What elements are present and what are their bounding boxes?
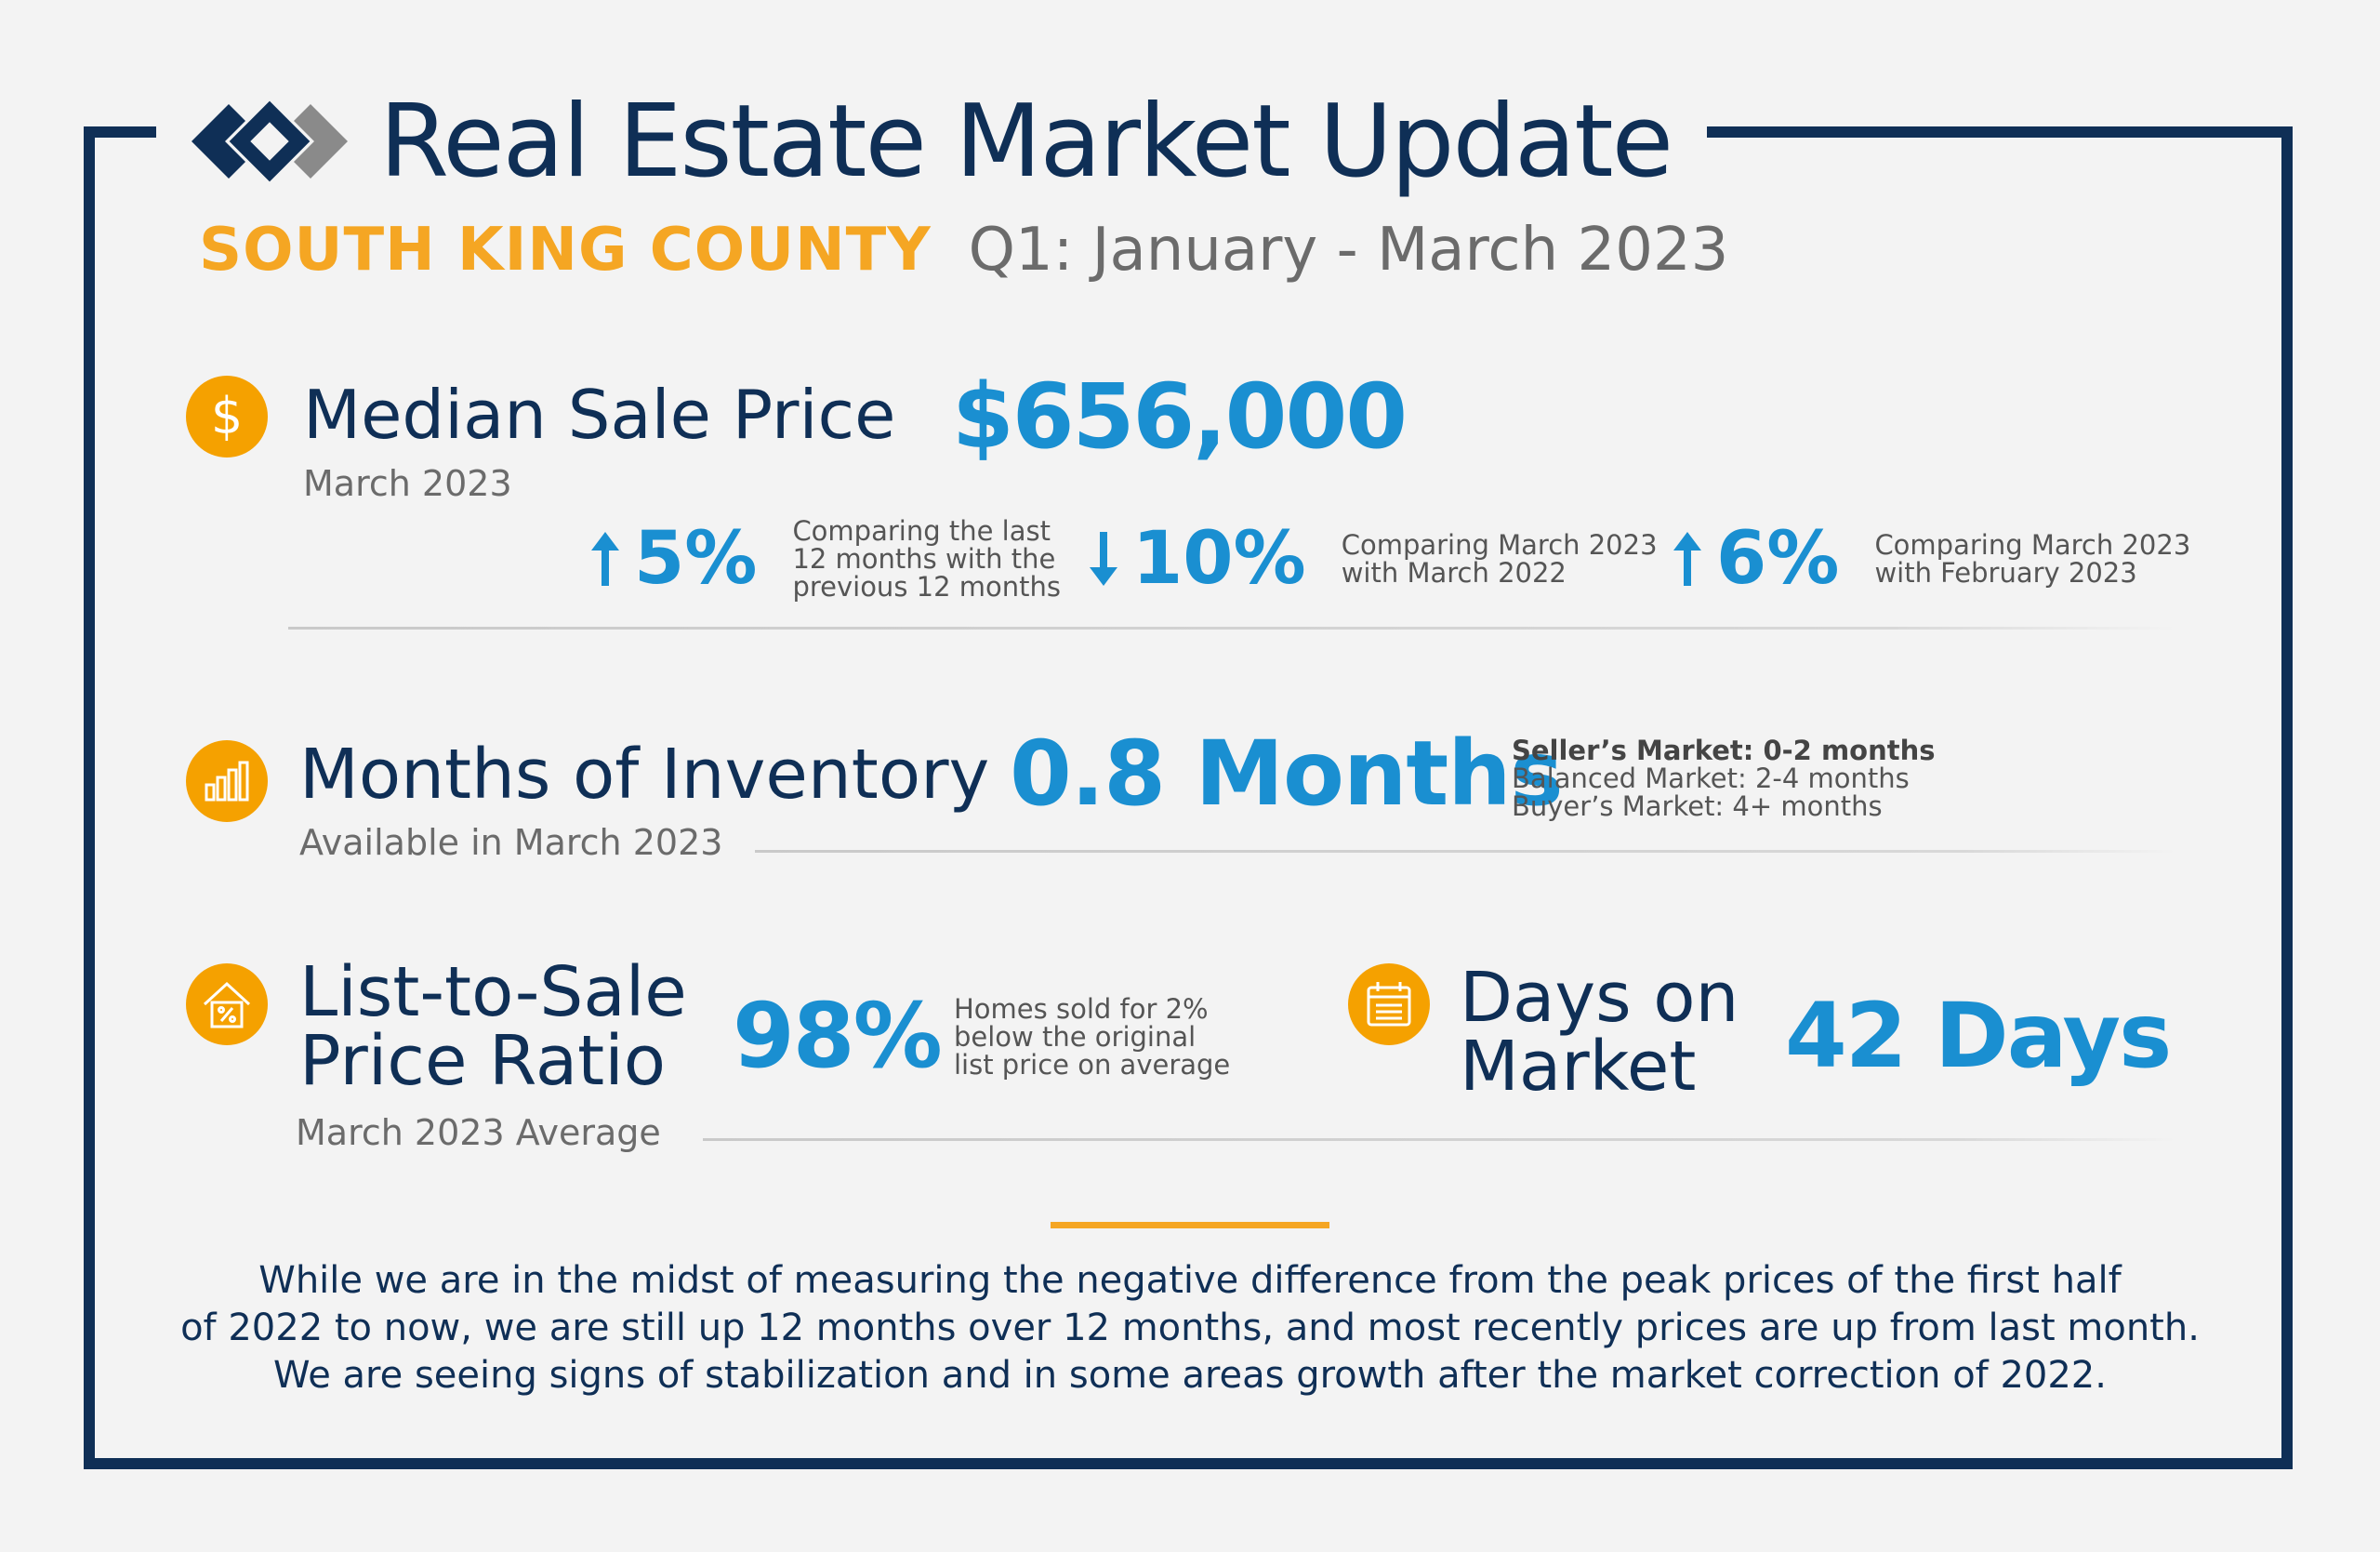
median-value: $656,000 — [952, 365, 1408, 469]
bar-chart-icon — [186, 740, 268, 822]
ratio-value: 98% — [733, 984, 943, 1088]
windermere-w-logo-icon — [192, 100, 348, 182]
section-divider — [755, 850, 2175, 853]
arrow-up-icon — [591, 532, 619, 586]
median-sublabel: March 2023 — [303, 463, 512, 504]
closing-paragraph: While we are in the midst of measuring t… — [180, 1259, 2200, 1397]
stat-percent: 5% — [634, 517, 758, 601]
stat-description: Comparing the last 12 months with the pr… — [792, 515, 1061, 603]
arrow-down-icon — [1090, 532, 1117, 586]
arrow-up-icon — [1673, 532, 1701, 586]
house-percent-icon — [186, 963, 268, 1045]
legend-buyers: Buyer’s Market: 4+ months — [1512, 790, 1883, 822]
calendar-icon — [1348, 963, 1430, 1045]
inventory-label: Months of Inventory — [299, 735, 990, 815]
legend-sellers: Seller’s Market: 0-2 months — [1512, 735, 1936, 766]
ratio-sublabel: March 2023 Average — [296, 1112, 661, 1153]
legend-balanced: Balanced Market: 2-4 months — [1512, 763, 1910, 794]
dollar-icon: $ — [186, 376, 268, 458]
subtitle-row: SOUTH KING COUNTY Q1: January - March 20… — [199, 216, 1728, 285]
days-label: Days on Market — [1460, 958, 1739, 1107]
svg-text:$: $ — [211, 387, 243, 445]
stat-percent: 6% — [1716, 517, 1840, 601]
county-name: SOUTH KING COUNTY — [199, 216, 932, 285]
accent-rule — [1051, 1222, 1329, 1228]
stat-description: Comparing March 2023 with February 2023 — [1874, 529, 2191, 589]
median-stat-yoy: 10% Comparing March 2023 with March 2022 — [1090, 517, 1658, 601]
ratio-label: List-to-Sale Price Ratio — [299, 952, 687, 1101]
stat-percent: 10% — [1132, 517, 1306, 601]
inventory-value: 0.8 Months — [1010, 722, 1564, 826]
median-stat-12mo: 5% Comparing the last 12 months with the… — [591, 517, 1061, 601]
days-value: 42 Days — [1785, 984, 2172, 1088]
header: Real Estate Market Update — [156, 76, 1708, 206]
median-stat-mom: 6% Comparing March 2023 with February 20… — [1673, 517, 2190, 601]
median-label: Median Sale Price — [303, 376, 896, 454]
period-label: Q1: January - March 2023 — [968, 216, 1729, 285]
ratio-note: Homes sold for 2% below the original lis… — [954, 993, 1231, 1081]
section-divider — [703, 1138, 2175, 1141]
page-title: Real Estate Market Update — [379, 83, 1673, 200]
market-legend: Seller’s Market: 0-2 months Balanced Mar… — [1512, 736, 1936, 820]
section-divider — [288, 627, 2175, 630]
stat-description: Comparing March 2023 with March 2022 — [1341, 529, 1658, 589]
inventory-sublabel: Available in March 2023 — [299, 822, 723, 863]
